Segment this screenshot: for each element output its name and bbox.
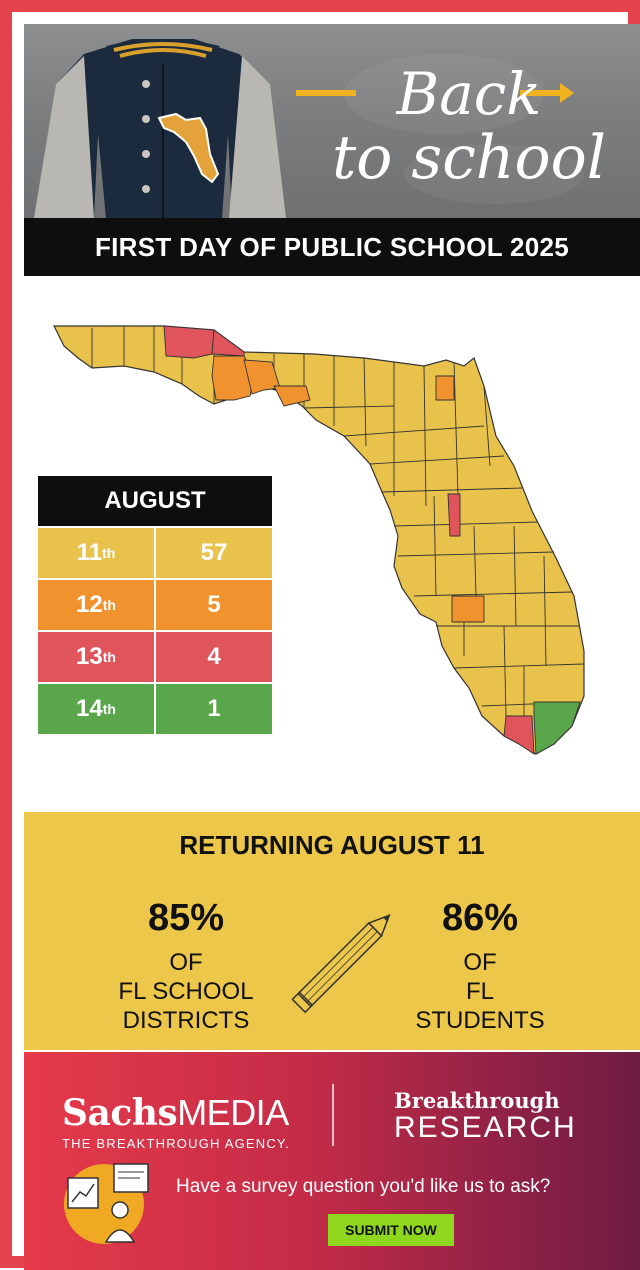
stat-districts: 85% OF FL SCHOOL DISTRICTS [86, 897, 286, 1035]
legend-day: 13 [76, 643, 103, 670]
legend-count: 5 [156, 580, 272, 630]
submit-now-button[interactable]: SUBMIT NOW [328, 1214, 454, 1246]
br-line2: RESEARCH [394, 1111, 577, 1144]
hero-title: Back to school [304, 64, 634, 190]
sachs-media-logo[interactable]: SachsMEDIA THE BREAKTHROUGH AGENCY. [62, 1092, 290, 1151]
label-line: STUDENTS [415, 1007, 545, 1034]
pencil-icon [291, 913, 391, 1014]
legend-count: 57 [156, 528, 272, 578]
footer-cta: SachsMEDIA THE BREAKTHROUGH AGENCY. Brea… [24, 1050, 640, 1270]
label-line: FL SCHOOL [118, 978, 254, 1005]
legend-day-suffix: th [102, 649, 116, 665]
label-line: DISTRICTS [122, 1007, 250, 1034]
hero-title-line2: to school [332, 122, 606, 193]
county-aug12-b [243, 359, 281, 395]
legend-count: 4 [156, 632, 272, 682]
label-line: OF [169, 949, 203, 976]
left-dash [296, 90, 356, 96]
logo-sachs: Sachs [62, 1092, 178, 1134]
county-aug14-a [533, 701, 581, 755]
county-aug12-c [273, 385, 311, 407]
survey-question: Have a survey question you'd like us to … [176, 1176, 551, 1197]
stat-students-label: OF FL STUDENTS [380, 948, 580, 1035]
label-line: FL [465, 978, 494, 1005]
label-line: OF [463, 949, 497, 976]
legend-count: 1 [156, 684, 272, 734]
county-aug13-a [163, 325, 215, 359]
returning-stats: RETURNING AUGUST 11 85% OF FL SCHOOL DIS… [24, 810, 640, 1052]
county-aug12-e [451, 595, 485, 623]
stat-districts-label: OF FL SCHOOL DISTRICTS [86, 948, 286, 1035]
florida-patch [157, 112, 220, 184]
county-aug13-c [447, 493, 461, 537]
legend-day: 11 [76, 539, 103, 566]
logo-divider [332, 1084, 334, 1146]
survey-illustration [64, 1163, 149, 1244]
county-aug13-b [211, 329, 245, 357]
hero-title-line1: Back [396, 60, 542, 128]
county-aug12-a [211, 355, 255, 401]
stat-students: 86% OF FL STUDENTS [380, 897, 580, 1035]
legend-day-suffix: th [102, 701, 116, 717]
florida-county-map [53, 325, 585, 755]
county-aug13-d [503, 715, 535, 755]
logo-tagline: THE BREAKTHROUGH AGENCY. [62, 1136, 290, 1151]
stat-districts-pct: 85% [147, 897, 225, 939]
stats-title: RETURNING AUGUST 11 [179, 830, 485, 860]
page-title-banner: FIRST DAY OF PUBLIC SCHOOL 2025 [24, 218, 640, 276]
hero-chalkboard: Back to school [24, 24, 640, 218]
right-dash [520, 90, 560, 96]
legend-header: AUGUST [38, 476, 272, 526]
varsity-jacket [34, 39, 286, 218]
logo-media: MEDIA [177, 1092, 289, 1133]
stat-students-pct: 86% [441, 897, 519, 939]
breakthrough-research-logo[interactable]: Breakthrough RESEARCH [394, 1088, 577, 1145]
arrow-icon [560, 83, 574, 103]
legend-day: 14 [76, 695, 103, 722]
legend-day: 12 [76, 591, 103, 618]
br-line1: Breakthrough [394, 1088, 560, 1113]
legend-day-suffix: th [102, 545, 116, 561]
county-aug12-d [435, 375, 455, 401]
legend-day-suffix: th [102, 597, 116, 613]
